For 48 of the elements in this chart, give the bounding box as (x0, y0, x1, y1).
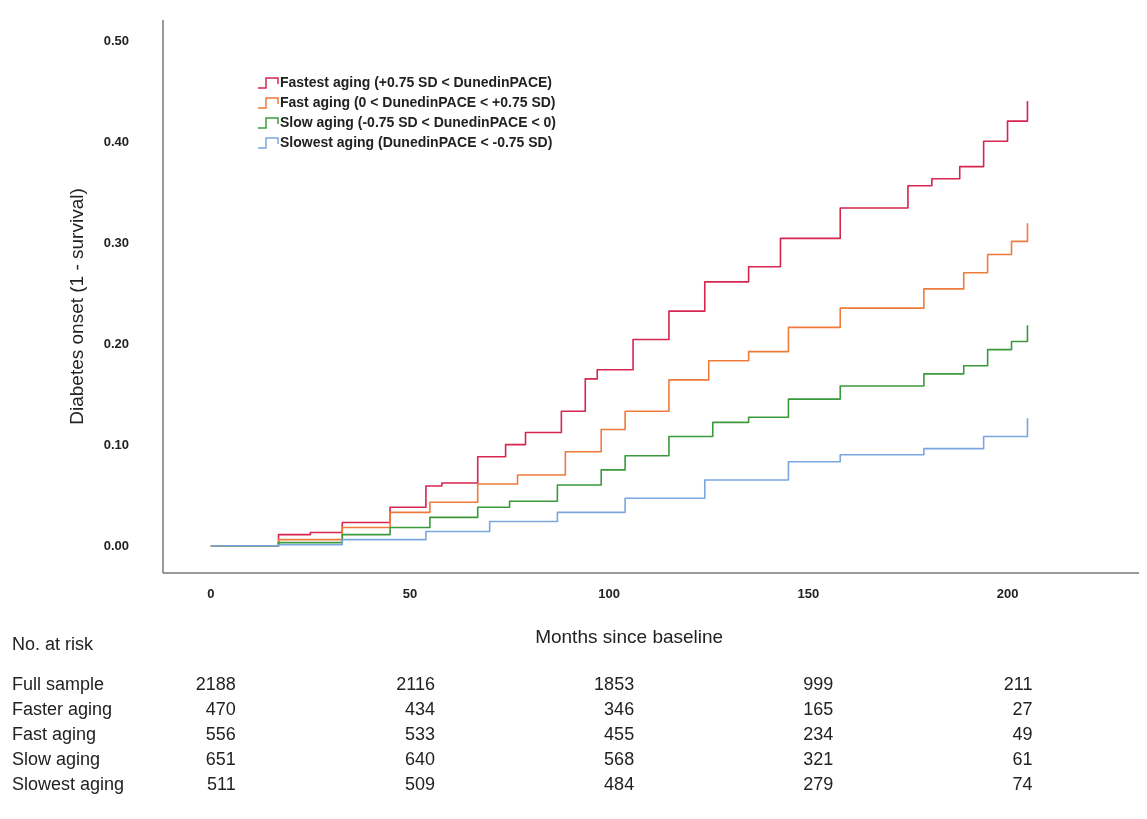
x-tick-label: 50 (402, 586, 418, 601)
y-tick-label: 0.10 (103, 437, 129, 453)
legend-label: Slowest aging (DunedinPACE < -0.75 SD) (280, 133, 553, 150)
y-tick-label: 0.50 (103, 32, 129, 48)
legend-label: Fast aging (0 < DunedinPACE < +0.75 SD) (280, 93, 556, 110)
text: No. at risk (12, 634, 95, 654)
text: 651 (205, 749, 236, 769)
text: 321 (803, 749, 834, 769)
text: 455 (604, 724, 635, 744)
text: 511 (207, 774, 236, 794)
text: 234 (803, 724, 834, 744)
x-tick-label: 100 (598, 586, 621, 601)
text: 211 (1003, 674, 1033, 694)
y-axis-title: Diabetes onset (1 - survival) (66, 188, 87, 425)
text: 1853 (594, 674, 635, 694)
y-tick-label: 0.00 (103, 538, 129, 554)
text: Fast aging (12, 724, 97, 744)
text: 484 (604, 774, 635, 794)
text: 2116 (396, 674, 435, 694)
x-tick-label: 0 (207, 586, 215, 601)
text: 2188 (195, 674, 236, 694)
text: 999 (803, 674, 834, 694)
text: 568 (604, 749, 635, 769)
legend-label: Slow aging (-0.75 SD < DunedinPACE < 0) (280, 113, 556, 130)
text: 27 (1012, 699, 1033, 719)
y-tick-label: 0.40 (103, 133, 129, 149)
text: 165 (803, 699, 834, 719)
x-axis-title: Months since baseline (535, 626, 724, 647)
text: 61 (1012, 749, 1033, 769)
text: 49 (1012, 724, 1033, 744)
text: 556 (205, 724, 236, 744)
text: 509 (404, 774, 435, 794)
text: 533 (404, 724, 435, 744)
text: 279 (803, 774, 834, 794)
y-tick-label: 0.30 (103, 234, 129, 250)
text: 434 (404, 699, 435, 719)
x-tick-label: 200 (996, 586, 1019, 601)
text: Full sample (12, 674, 105, 694)
text: 74 (1012, 774, 1033, 794)
text: 640 (404, 749, 435, 769)
x-tick-label: 150 (797, 586, 820, 601)
legend-label: Fastest aging (+0.75 SD < DunedinPACE) (280, 73, 553, 90)
text: 470 (205, 699, 236, 719)
text: Slow aging (12, 749, 101, 769)
text: Slowest aging (12, 774, 125, 794)
text: Faster aging (12, 699, 113, 719)
y-tick-label: 0.20 (103, 336, 129, 352)
text: 346 (604, 699, 635, 719)
